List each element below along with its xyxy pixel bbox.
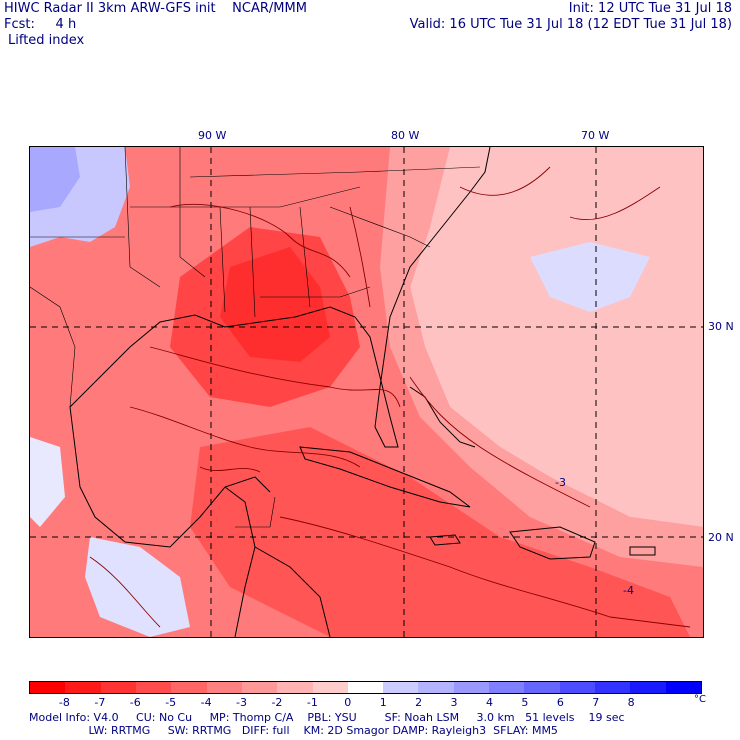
colorbar-tick-label: -4 xyxy=(200,696,212,709)
bahamas xyxy=(409,386,476,448)
colorbar-tick-label: 0 xyxy=(344,696,352,709)
us-atlantic-coast xyxy=(374,147,491,428)
colorbar-tick-label: 7 xyxy=(592,696,600,709)
colorbar-unit: °C xyxy=(694,694,706,705)
colorbar-tick-label: 2 xyxy=(415,696,423,709)
weak-unstable-region xyxy=(410,147,703,527)
contour-6 xyxy=(459,166,551,196)
contour-label-minus3: -3 xyxy=(555,476,566,489)
model-info-line2: LW: RRTMG SW: RRTMG DIFF: full KM: 2D Sm… xyxy=(29,724,558,737)
valid-time: Valid: 16 UTC Tue 31 Jul 18 (12 EDT Tue … xyxy=(409,17,732,32)
forecast-hour: Fcst: 4 h xyxy=(4,17,77,32)
stable-region-mexico xyxy=(85,537,190,637)
lon-label-90w: 90 W xyxy=(198,129,227,142)
strong-unstable-caribbean xyxy=(190,427,690,637)
state-border-8 xyxy=(260,286,371,298)
colorbar-tick-label: 8 xyxy=(627,696,635,709)
lat-label-30n: 30 N xyxy=(708,320,734,333)
colorbar-segment xyxy=(277,682,313,693)
colorbar-segment xyxy=(30,682,66,693)
colorbar-tick-label: -8 xyxy=(58,696,70,709)
field-name: Lifted index xyxy=(8,33,85,48)
colorbar-tick-label: 3 xyxy=(450,696,458,709)
colorbar-tick-label: -2 xyxy=(271,696,283,709)
mexico-guatemala-border xyxy=(235,496,276,528)
moderate-band-east xyxy=(380,147,703,567)
colorbar-segment xyxy=(559,682,595,693)
stable-region-mexico-west xyxy=(30,437,65,527)
contour-4 xyxy=(279,516,691,628)
contour-7 xyxy=(569,186,661,221)
stable-region-northwest-core xyxy=(30,147,80,212)
state-border-4 xyxy=(130,186,361,208)
mexico-gulf-coast xyxy=(69,406,271,548)
contour-8 xyxy=(89,556,161,628)
colorbar xyxy=(29,681,702,694)
colorbar-segment xyxy=(524,682,560,693)
coastlines xyxy=(69,147,656,637)
colorbar-tick-label: 1 xyxy=(379,696,387,709)
colorbar-tick-label: 4 xyxy=(485,696,493,709)
contour-3 xyxy=(129,406,361,468)
state-border-5 xyxy=(219,206,226,313)
model-info-line1: Model Info: V4.0 CU: No Cu MP: Thomp C/A… xyxy=(29,711,625,724)
contour-2 xyxy=(149,346,401,408)
central-america-coast xyxy=(254,546,331,637)
colorbar-segment xyxy=(489,682,525,693)
colorbar-segment xyxy=(171,682,207,693)
colorbar-segment xyxy=(665,682,701,693)
colorbar-tick-label: -3 xyxy=(236,696,247,709)
colorbar-segment xyxy=(453,682,490,693)
strong-unstable-core xyxy=(220,247,330,362)
contour-9 xyxy=(199,466,261,473)
colorbar-segment xyxy=(595,682,631,693)
us-gulf-coast xyxy=(69,306,399,448)
map-panel: -3 -4 xyxy=(29,146,704,638)
hispaniola xyxy=(509,526,596,560)
colorbar-segment xyxy=(65,682,101,693)
colorbar-segment xyxy=(383,682,419,693)
colorbar-tick-label: -6 xyxy=(129,696,141,709)
state-border-3 xyxy=(179,147,206,278)
contours xyxy=(89,166,691,628)
header-title: HIWC Radar II 3km ARW-GFS init NCAR/MMM xyxy=(4,1,307,16)
lifted-index-map xyxy=(30,147,703,637)
lat-label-20n: 20 N xyxy=(708,531,734,544)
state-border-7 xyxy=(299,206,311,308)
colorbar-segment xyxy=(100,682,136,693)
stable-region-atlantic xyxy=(530,242,650,312)
colorbar-tick-label: -5 xyxy=(165,696,177,709)
contour-label-minus4: -4 xyxy=(623,584,634,597)
colorbar-segment xyxy=(418,682,454,693)
colorbar-tick-label: -1 xyxy=(306,696,318,709)
cuba xyxy=(299,446,471,508)
puerto-rico xyxy=(629,546,656,556)
colorbar-segment xyxy=(241,682,278,693)
colorbar-segment xyxy=(206,682,242,693)
colorbar-segment xyxy=(630,682,666,693)
lon-label-70w: 70 W xyxy=(581,129,610,142)
colorbar-segment xyxy=(312,682,348,693)
jamaica xyxy=(429,534,461,546)
contour-5 xyxy=(409,376,591,508)
state-border-10 xyxy=(329,206,431,248)
colorbar-segment xyxy=(135,682,172,693)
colorbar-segment xyxy=(347,682,384,693)
contour-1 xyxy=(169,203,351,278)
lon-label-80w: 80 W xyxy=(391,129,420,142)
state-border-1 xyxy=(124,147,161,288)
graticule xyxy=(30,147,703,637)
state-border-9 xyxy=(189,166,481,178)
colorbar-tick-label: 6 xyxy=(556,696,564,709)
colorbar-tick-label: -7 xyxy=(94,696,106,709)
colorbar-tick-label: 5 xyxy=(521,696,529,709)
contour-10 xyxy=(349,206,371,308)
state-border-6 xyxy=(249,206,256,318)
init-time: Init: 12 UTC Tue 31 Jul 18 xyxy=(568,1,732,16)
